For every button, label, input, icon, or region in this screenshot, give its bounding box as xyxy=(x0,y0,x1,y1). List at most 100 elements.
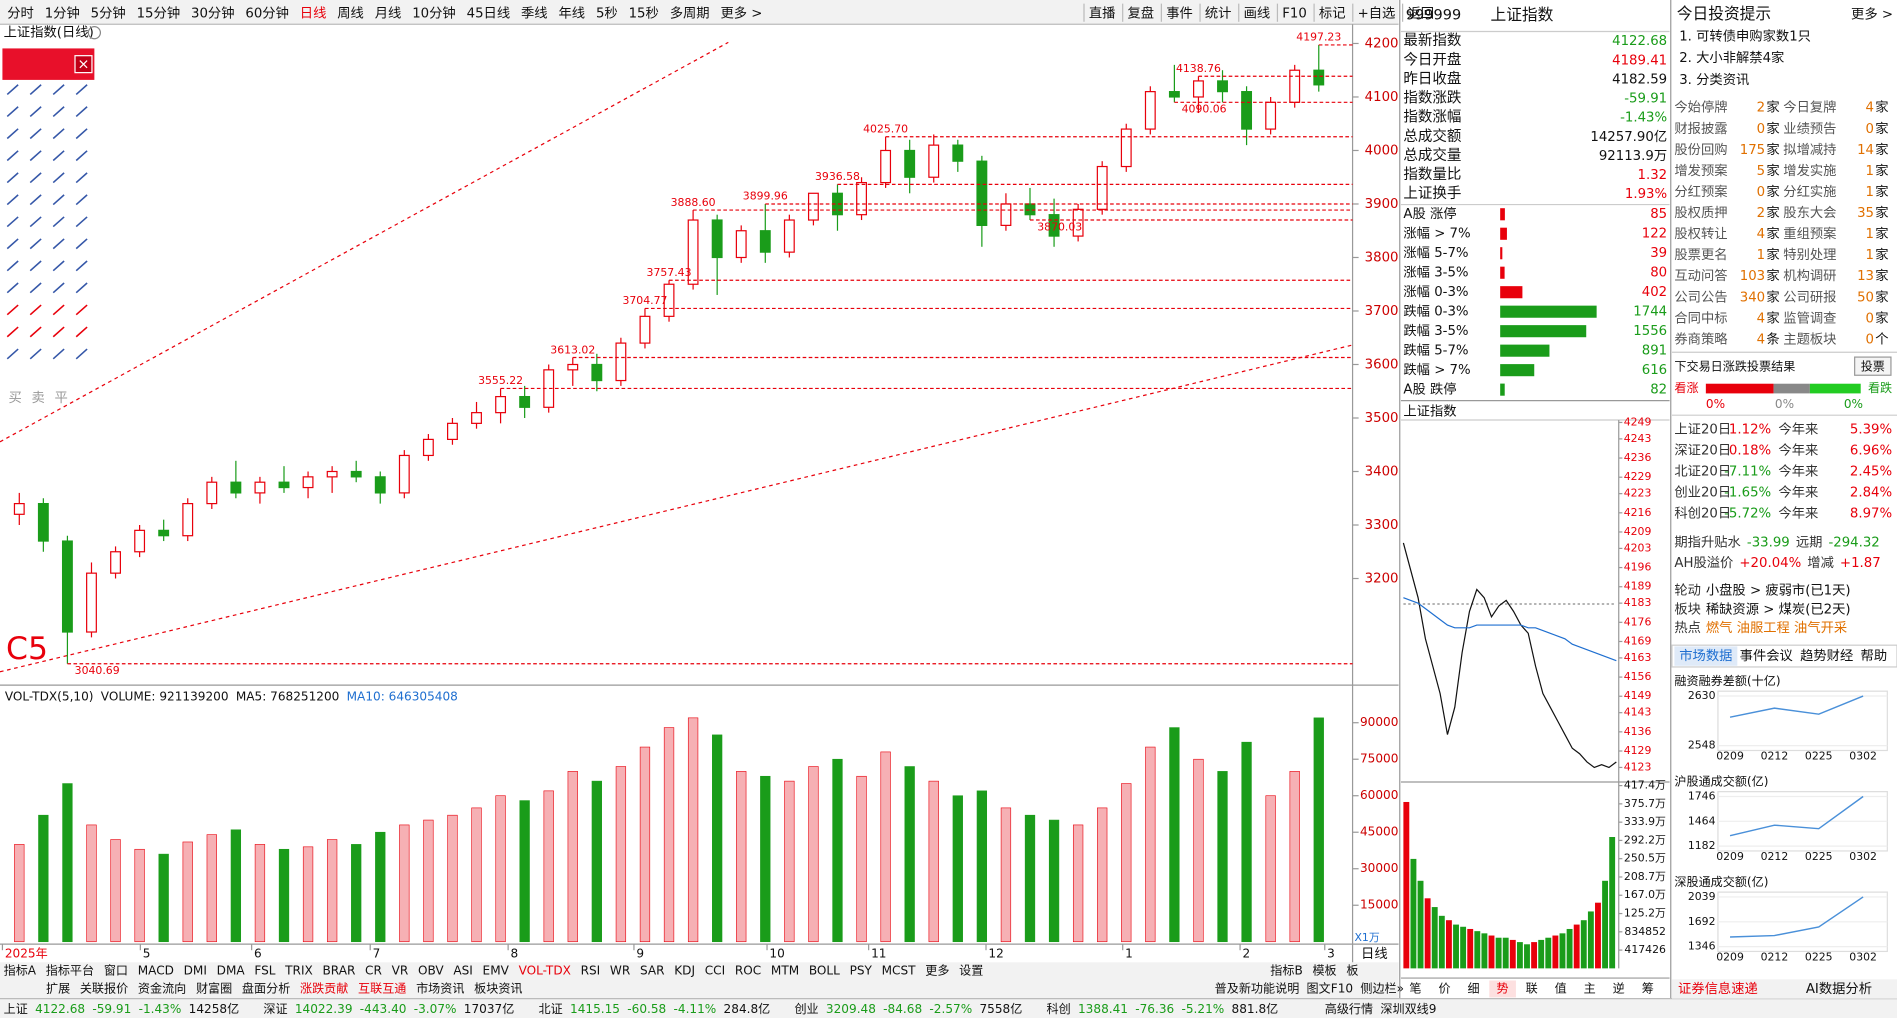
tool-button[interactable]: +自选 xyxy=(1358,5,1396,21)
market-tab[interactable]: 趋势财经 xyxy=(1800,648,1853,664)
tool-icon[interactable] xyxy=(52,326,65,338)
indicator-tab[interactable]: 指标平台 xyxy=(46,962,94,977)
notice-label[interactable]: 业绩预告 xyxy=(1783,121,1836,137)
tool-icon[interactable] xyxy=(75,260,88,272)
tool-icon[interactable] xyxy=(6,348,19,360)
indicator-tab[interactable]: 指标A xyxy=(4,962,37,977)
tool-icon[interactable] xyxy=(6,106,19,118)
notice-label[interactable]: 分红预案 xyxy=(1674,184,1727,200)
notice-label[interactable]: 股票更名 xyxy=(1674,247,1727,263)
tool-icon[interactable] xyxy=(75,106,88,118)
tool-icon[interactable] xyxy=(52,348,65,360)
trade-button[interactable]: 卖 xyxy=(31,390,44,406)
ai-link[interactable]: AI数据分析 xyxy=(1806,981,1872,997)
indicator-tab[interactable]: TRIX xyxy=(284,963,313,977)
notice-label[interactable]: 机构调研 xyxy=(1783,268,1836,284)
period-tab[interactable]: 季线 xyxy=(521,5,548,21)
tool-icon[interactable] xyxy=(29,150,42,162)
indicator-tab[interactable]: 更多 xyxy=(925,963,949,977)
tool-icon[interactable] xyxy=(29,84,42,96)
indicator-tab[interactable]: MTM xyxy=(771,963,799,977)
side-tab[interactable]: 资金流向 xyxy=(138,980,186,995)
tool-button[interactable]: 标记 xyxy=(1319,5,1346,21)
period-tab[interactable]: 分时 xyxy=(7,5,34,21)
notice-label[interactable]: 主题板块 xyxy=(1783,331,1836,347)
notice-label[interactable]: 公司研报 xyxy=(1783,289,1836,305)
market-tab[interactable]: 帮助 xyxy=(1861,648,1888,664)
indicator-tab[interactable]: KDJ xyxy=(674,963,695,977)
period-tab[interactable]: 日线 xyxy=(300,5,327,21)
indicator-tab[interactable]: WR xyxy=(610,963,631,977)
tool-icon[interactable] xyxy=(29,238,42,250)
feature-link[interactable]: 普及新功能说明 xyxy=(1215,980,1300,995)
tool-icon[interactable] xyxy=(6,128,19,140)
period-tab[interactable]: 5秒 xyxy=(596,5,618,21)
tool-icon[interactable] xyxy=(6,172,19,184)
tool-icon[interactable] xyxy=(52,282,65,294)
tool-icon[interactable] xyxy=(29,260,42,272)
market-tab[interactable]: 市场数据 xyxy=(1679,647,1732,664)
tool-icon[interactable] xyxy=(52,128,65,140)
indicator-tab[interactable]: 板 xyxy=(1346,963,1358,977)
tool-icon[interactable] xyxy=(75,128,88,140)
notice-label[interactable]: 合同中标 xyxy=(1674,310,1727,326)
notice-label[interactable]: 股份回购 xyxy=(1674,142,1727,158)
period-tab[interactable]: 15秒 xyxy=(629,5,659,21)
tool-icon[interactable] xyxy=(6,150,19,162)
tool-icon[interactable] xyxy=(75,84,88,96)
side-tab[interactable]: 盘面分析 xyxy=(242,980,290,995)
tool-icon[interactable] xyxy=(6,260,19,272)
tip-item[interactable]: 1. 可转债申购家数1只 xyxy=(1679,27,1811,44)
tool-icon[interactable] xyxy=(6,194,19,206)
indicator-tab[interactable]: DMI xyxy=(184,963,207,977)
period-tab[interactable]: 1分钟 xyxy=(45,4,80,21)
intraday-tab[interactable]: 逆 xyxy=(1613,980,1625,995)
feature-link[interactable]: 侧边栏» xyxy=(1360,980,1404,995)
tool-icon[interactable] xyxy=(6,282,19,294)
indicator-tab[interactable]: CCI xyxy=(705,963,725,977)
indicator-tab[interactable]: 指标B xyxy=(1270,962,1302,977)
tool-icon[interactable] xyxy=(52,172,65,184)
tool-icon[interactable] xyxy=(29,128,42,140)
tool-icon[interactable] xyxy=(29,282,42,294)
intraday-tab[interactable]: 主 xyxy=(1584,981,1596,995)
side-tab[interactable]: 互联互通 xyxy=(358,981,406,995)
feature-link[interactable]: 图文F10 xyxy=(1307,980,1354,995)
tool-icon[interactable] xyxy=(52,84,65,96)
tool-icon[interactable] xyxy=(29,106,42,118)
dropdown-icon[interactable] xyxy=(87,26,102,40)
indicator-tab[interactable]: OBV xyxy=(418,963,444,977)
indicator-tab[interactable]: ROC xyxy=(735,963,761,977)
tool-icon[interactable] xyxy=(6,326,19,338)
market-tab[interactable]: 事件会议 xyxy=(1740,648,1793,664)
indicator-tab[interactable]: VR xyxy=(392,963,409,977)
tool-button[interactable]: 返回 xyxy=(1407,5,1434,21)
tool-icon[interactable] xyxy=(52,260,65,272)
tool-button[interactable]: 统计 xyxy=(1205,5,1232,21)
indicator-tab[interactable]: FSL xyxy=(254,963,275,977)
side-tab[interactable]: 财富圈 xyxy=(196,980,232,995)
period-tab[interactable]: 周线 xyxy=(337,5,364,21)
notice-label[interactable]: 财报披露 xyxy=(1674,121,1727,137)
notice-label[interactable]: 增发预案 xyxy=(1674,163,1727,179)
tool-icon[interactable] xyxy=(75,304,88,316)
tool-icon[interactable] xyxy=(29,216,42,228)
tool-icon[interactable] xyxy=(75,216,88,228)
notice-label[interactable]: 拟增减持 xyxy=(1783,142,1836,158)
indicator-tab[interactable]: 设置 xyxy=(959,963,983,977)
tool-icon[interactable] xyxy=(52,238,65,250)
tool-icon[interactable] xyxy=(52,150,65,162)
notice-label[interactable]: 监管调查 xyxy=(1783,310,1836,326)
indicator-tab[interactable]: 窗口 xyxy=(104,963,128,977)
notice-label[interactable]: 股东大会 xyxy=(1783,205,1836,221)
period-tab[interactable]: 60分钟 xyxy=(245,4,289,21)
tool-icon[interactable] xyxy=(52,106,65,118)
tool-icon[interactable] xyxy=(6,238,19,250)
tool-icon[interactable] xyxy=(75,348,88,360)
period-tab[interactable]: 30分钟 xyxy=(191,4,235,21)
intraday-tab[interactable]: 笔 xyxy=(1409,980,1421,995)
indicator-tab[interactable]: DMA xyxy=(217,963,246,977)
notice-label[interactable]: 股权质押 xyxy=(1674,204,1727,221)
news-link[interactable]: 证券信息速递 xyxy=(1678,980,1758,997)
notice-label[interactable]: 今始停牌 xyxy=(1674,99,1727,116)
